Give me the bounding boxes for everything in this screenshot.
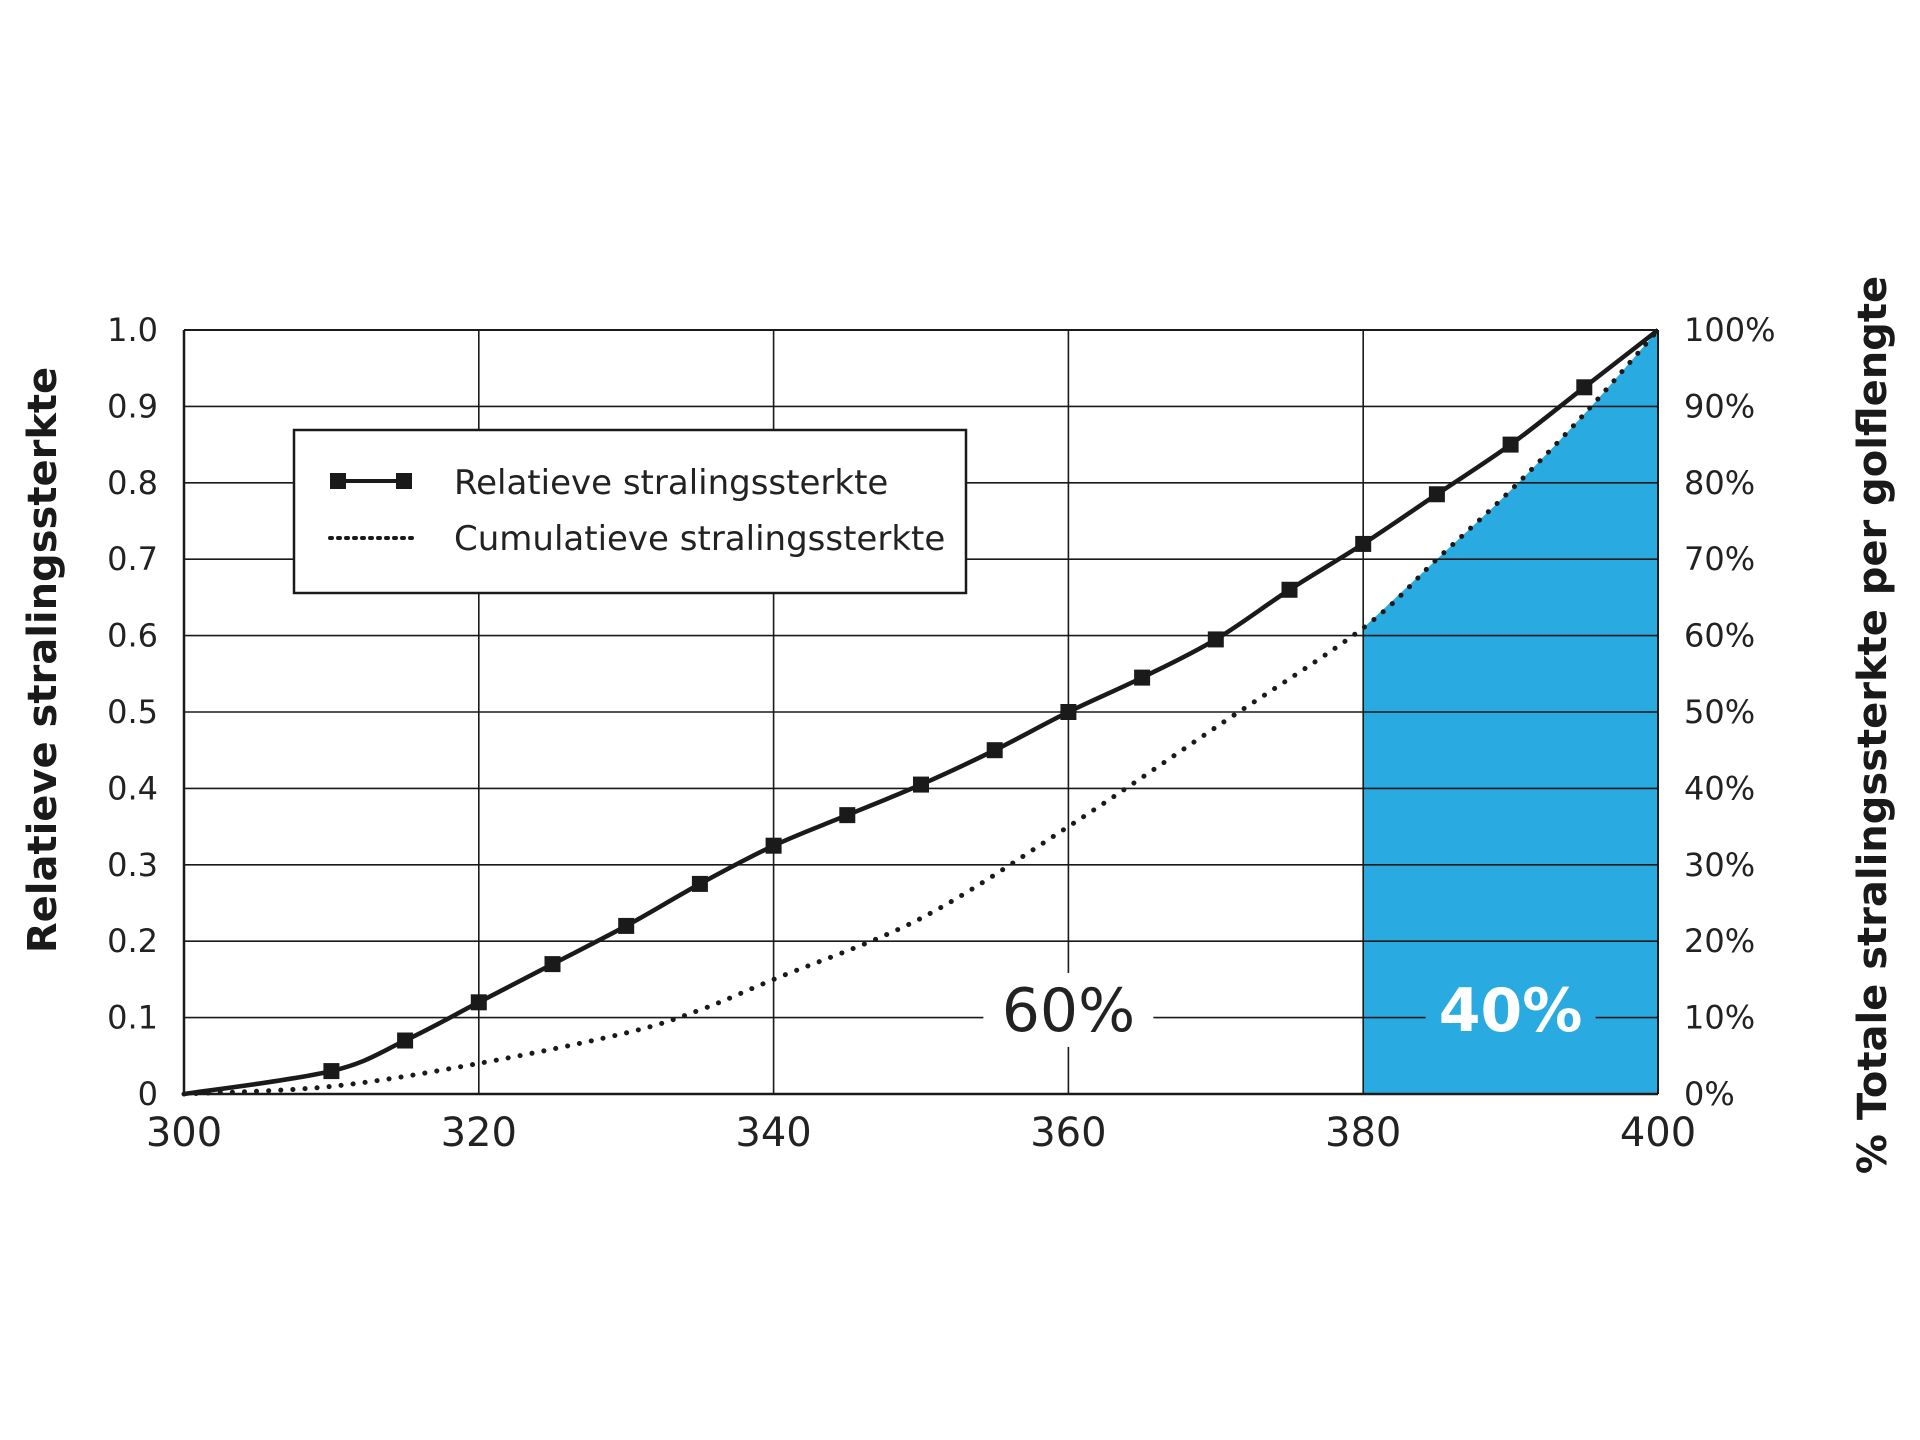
legend-swatch-marker-right bbox=[396, 473, 412, 489]
y2-tick-label: 20% bbox=[1684, 922, 1755, 960]
legend-box bbox=[292, 428, 968, 595]
y2-axis-title: % Totale stralingssterkte per golflengte bbox=[1850, 276, 1896, 1174]
y2-tick-label: 100% bbox=[1684, 311, 1775, 349]
data-point-relatieve bbox=[1428, 486, 1445, 503]
data-point-relatieve bbox=[470, 994, 487, 1011]
y2-tick-label: 90% bbox=[1684, 387, 1755, 425]
data-point-relatieve bbox=[1207, 631, 1224, 648]
data-point-relatieve bbox=[839, 807, 856, 824]
annotation-40-percent: 40% bbox=[1439, 976, 1583, 1046]
y2-tick-label: 0% bbox=[1684, 1075, 1735, 1113]
y-tick-label: 0.5 bbox=[107, 693, 158, 731]
data-point-relatieve bbox=[323, 1063, 340, 1080]
legend-label-cumulatieve: Cumulatieve stralingssterkte bbox=[454, 519, 945, 559]
data-point-relatieve bbox=[1281, 581, 1298, 598]
y-tick-label: 0.6 bbox=[107, 617, 158, 655]
y-tick-label: 0.2 bbox=[107, 922, 158, 960]
y2-tick-label: 70% bbox=[1684, 540, 1755, 578]
data-point-relatieve bbox=[618, 917, 635, 934]
data-point-relatieve bbox=[1134, 669, 1151, 686]
x-tick-label: 380 bbox=[1325, 1110, 1401, 1156]
data-point-relatieve bbox=[1576, 379, 1593, 396]
x-tick-label: 400 bbox=[1620, 1110, 1696, 1156]
annotation-background bbox=[983, 972, 1154, 1047]
y-tick-label: 0.4 bbox=[107, 769, 158, 807]
series-line-cumulatieve bbox=[181, 327, 1661, 1097]
y2-tick-label: 10% bbox=[1684, 999, 1755, 1037]
data-point-relatieve bbox=[544, 956, 561, 973]
y-tick-label: 0.9 bbox=[107, 387, 158, 425]
data-point-relatieve bbox=[986, 742, 1003, 759]
series-layer bbox=[181, 327, 1661, 1097]
y2-tick-label: 80% bbox=[1684, 464, 1755, 502]
data-point-relatieve bbox=[1502, 436, 1519, 453]
y-tick-label: 1.0 bbox=[107, 311, 158, 349]
y2-tick-label: 40% bbox=[1684, 769, 1755, 807]
data-point-relatieve bbox=[765, 837, 782, 854]
y2-tick-label: 60% bbox=[1684, 617, 1755, 655]
data-point-relatieve bbox=[397, 1032, 414, 1049]
axis-layer: 300 320 340 360 380 400 0 0.1 0.2 0.3 0.4 0.5 0.6 0.7… bbox=[107, 311, 1775, 1156]
y-tick-label: 0.8 bbox=[107, 464, 158, 502]
y2-tick-label: 30% bbox=[1684, 846, 1755, 884]
y-tick-label: 0.3 bbox=[107, 846, 158, 884]
data-point-relatieve bbox=[691, 875, 708, 892]
data-point-relatieve bbox=[1355, 535, 1372, 552]
y-axis-title: Relatieve stralingssterkte bbox=[20, 367, 66, 953]
legend: Relatieve stralingssterkte Cumulatieve s… bbox=[292, 428, 968, 595]
x-tick-label: 360 bbox=[1030, 1110, 1106, 1156]
x-tick-label: 340 bbox=[735, 1110, 811, 1156]
annotation-background bbox=[1425, 972, 1596, 1047]
legend-label-relatieve: Relatieve stralingssterkte bbox=[454, 463, 888, 503]
x-tick-label: 300 bbox=[146, 1110, 222, 1156]
y-tick-label: 0 bbox=[138, 1075, 158, 1113]
y-tick-label: 0.7 bbox=[107, 540, 158, 578]
legend-swatch-marker-left bbox=[330, 473, 346, 489]
y-tick-label: 0.1 bbox=[107, 999, 158, 1037]
data-point-relatieve bbox=[913, 776, 929, 793]
annotation-60-percent: 60% bbox=[1002, 976, 1135, 1046]
x-tick-label: 320 bbox=[441, 1110, 517, 1156]
annotation-layer: 60% 40% bbox=[983, 972, 1596, 1047]
y2-tick-label: 50% bbox=[1684, 693, 1755, 731]
data-point-relatieve bbox=[1060, 704, 1077, 720]
